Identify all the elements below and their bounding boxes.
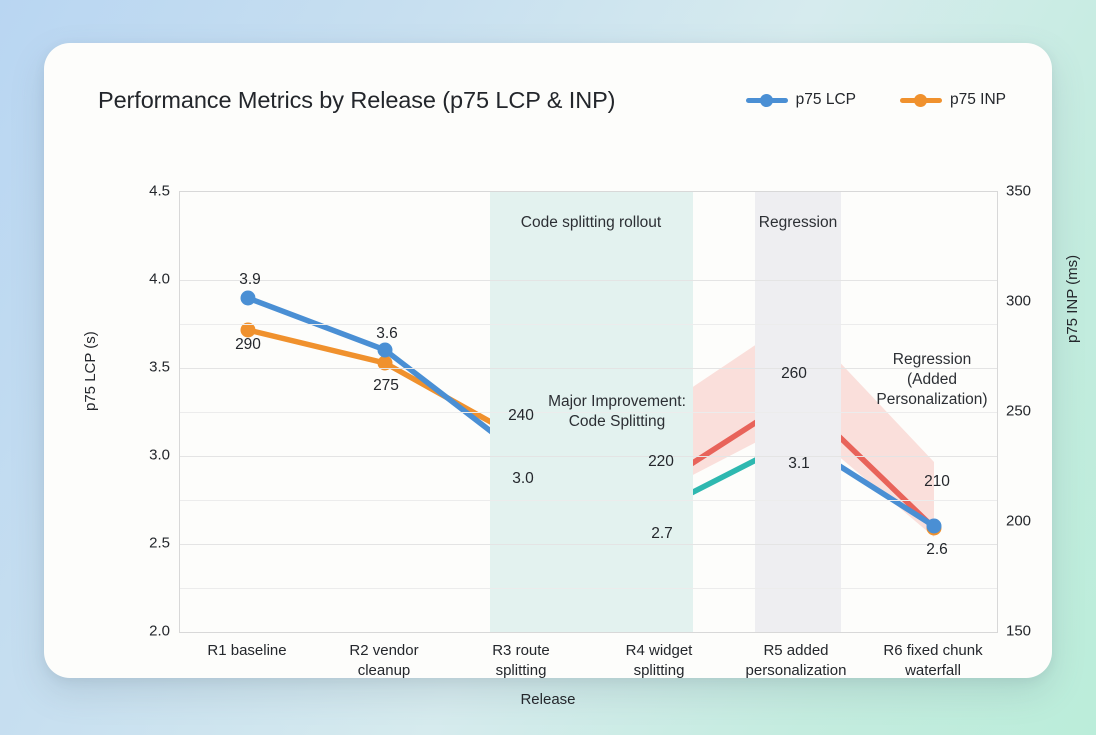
band-label-regression: Regression xyxy=(758,214,838,231)
legend-swatch-inp xyxy=(899,93,942,107)
gridline-4-0 xyxy=(180,280,997,281)
inp-value-label-r4: 220 xyxy=(648,453,674,470)
legend-item-lcp[interactable]: p75 LCP xyxy=(745,91,856,109)
y-right-tick-200: 200 xyxy=(1006,512,1032,530)
y-left-tick-4-5: 4.5 xyxy=(149,182,170,200)
inp-value-label-r2: 275 xyxy=(373,377,399,394)
x-tick-r6: R6 fixed chunk waterfall xyxy=(883,642,983,680)
x-tick-r3: R3 route splitting xyxy=(492,642,550,680)
inp-value-label-r3: 240 xyxy=(508,407,534,424)
y-left-tick-2-5: 2.5 xyxy=(149,534,170,552)
legend-label-inp: p75 INP xyxy=(949,91,1006,108)
annotation-major-improvement: Major Improvement: Code Splitting xyxy=(548,393,686,431)
gridline-3-5 xyxy=(180,368,997,369)
chart-legend: p75 LCP p75 INP xyxy=(745,91,1006,109)
y-left-tick-3-5: 3.5 xyxy=(149,358,170,376)
lcp-value-label-r6: 2.6 xyxy=(926,541,948,558)
inp-value-label-r5: 260 xyxy=(781,365,807,382)
chart-title: Performance Metrics by Release (p75 LCP … xyxy=(98,87,616,113)
lcp-value-label-r2: 3.6 xyxy=(376,325,398,342)
gridline-3-75 xyxy=(180,324,997,325)
lcp-marker-r2 xyxy=(377,342,393,358)
y-axis-left-label: p75 LCP (s) xyxy=(82,331,99,411)
band-label-code-splitting-rollout: Code splitting rollout xyxy=(520,214,662,231)
legend-swatch-lcp xyxy=(745,93,788,107)
annotation-regression: Regression (Added Personalization) xyxy=(876,351,988,409)
chart-card: Performance Metrics by Release (p75 LCP … xyxy=(44,43,1081,708)
y-left-tick-4-0: 4.0 xyxy=(149,270,170,288)
gridline-3-25 xyxy=(180,412,997,413)
y-axis-right-label: p75 INP (ms) xyxy=(1064,254,1081,343)
gridline-2-25 xyxy=(180,588,997,589)
y-left-tick-3-0: 3.0 xyxy=(149,446,170,464)
y-right-tick-250: 250 xyxy=(1006,402,1032,420)
lcp-marker-r1 xyxy=(240,290,256,306)
legend-item-inp[interactable]: p75 INP xyxy=(899,91,1006,109)
y-right-tick-150: 150 xyxy=(1006,622,1032,640)
regression-fill xyxy=(660,317,934,537)
x-tick-r2: R2 vendor cleanup xyxy=(349,642,419,680)
inp-marker-r1 xyxy=(240,322,256,338)
gridline-3-0 xyxy=(180,456,997,457)
lcp-value-label-r4: 2.7 xyxy=(651,525,673,542)
gridline-2-75 xyxy=(180,500,997,501)
inp-value-label-r6: 210 xyxy=(924,473,950,490)
inp-marker-r2 xyxy=(377,355,393,371)
plot-area: Code splitting rollout Regression xyxy=(179,191,998,633)
lcp-value-label-r3: 3.0 xyxy=(512,470,534,487)
x-tick-r5: R5 added personalization xyxy=(745,642,847,680)
x-tick-r4: R4 widget splitting xyxy=(625,642,693,680)
x-tick-r1: R1 baseline xyxy=(207,642,287,659)
lcp-value-label-r5: 3.1 xyxy=(788,455,810,472)
y-right-tick-350: 350 xyxy=(1006,182,1032,200)
lcp-marker-r6 xyxy=(926,518,942,534)
y-left-tick-2-0: 2.0 xyxy=(149,622,170,640)
legend-label-lcp: p75 LCP xyxy=(795,91,856,108)
lcp-value-label-r1: 3.9 xyxy=(239,271,261,288)
y-right-tick-300: 300 xyxy=(1006,292,1032,310)
inp-value-label-r1: 290 xyxy=(235,336,261,353)
gridline-2-5 xyxy=(180,544,997,545)
x-axis-label: Release xyxy=(520,691,576,708)
